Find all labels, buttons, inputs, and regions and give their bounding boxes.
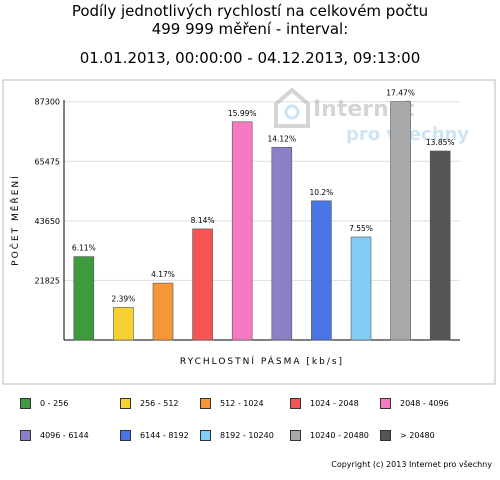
legend-swatch	[380, 398, 391, 409]
legend-label: 1024 - 2048	[310, 399, 359, 408]
legend-swatch	[120, 430, 131, 441]
bar-10	[429, 150, 451, 341]
bar-8	[350, 236, 372, 341]
bar-6	[271, 147, 293, 341]
chart-subtitle: 499 999 měření - interval:	[151, 20, 349, 38]
legend-swatch	[200, 430, 211, 441]
legend-label: > 20480	[400, 431, 435, 440]
legend-swatch	[200, 398, 211, 409]
y-tick-label: 21825	[35, 276, 60, 285]
bar-1	[73, 256, 95, 341]
y-tick-label: 65475	[35, 157, 60, 166]
bar-value-label: 6.11%	[72, 244, 96, 253]
legend-swatch	[20, 398, 31, 409]
legend-label: 0 - 256	[40, 399, 69, 408]
bar-value-label: 14.12%	[267, 134, 296, 143]
bar-value-label: 4.17%	[151, 270, 175, 279]
bar-value-label: 17.47%	[386, 89, 415, 98]
bar-value-label: 13.85%	[426, 138, 455, 147]
legend-label: 512 - 1024	[220, 399, 264, 408]
bar-3	[152, 282, 174, 341]
legend-swatch	[290, 398, 301, 409]
bar-value-label: 7.55%	[349, 224, 373, 233]
bar-value-label: 10.2%	[309, 188, 333, 197]
x-axis-label: RYCHLOSTNÍ PÁSMA [kb/s]	[180, 355, 344, 367]
bar-5	[231, 121, 253, 341]
legend-label: 4096 - 6144	[40, 431, 89, 440]
legend-swatch	[380, 430, 391, 441]
y-axis-label: POČET MĚŘENÍ	[9, 174, 21, 266]
y-tick-label: 43650	[35, 217, 60, 226]
chart: Internet pro všechny 2182543650654758730…	[2, 79, 496, 385]
copyright-footer: Copyright (c) 2013 Internet pro všechny	[331, 460, 492, 469]
y-tick-label: 87300	[35, 98, 60, 107]
bar-2	[113, 307, 134, 341]
bar-value-label: 2.39%	[111, 294, 135, 303]
chart-interval: 01.01.2013, 00:00:00 - 04.12.2013, 09:13…	[79, 49, 421, 67]
legend-swatch	[20, 430, 31, 441]
bar-4	[192, 228, 213, 341]
legend-swatch	[120, 398, 131, 409]
legend-label: 256 - 512	[140, 399, 179, 408]
bar-value-label: 8.14%	[191, 216, 215, 225]
legend-label: 6144 - 8192	[140, 431, 189, 440]
bar-value-label: 15.99%	[228, 109, 257, 118]
house-icon	[274, 87, 310, 128]
legend-swatch	[290, 430, 301, 441]
globe-icon	[284, 104, 300, 120]
legend-label: 2048 - 4096	[400, 399, 449, 408]
legend-label: 8192 - 10240	[220, 431, 274, 440]
chart-title: Podíly jednotlivých rychlostí na celkové…	[71, 2, 429, 20]
legend-label: 10240 - 20480	[310, 431, 369, 440]
bar-7	[311, 200, 332, 341]
bar-9	[390, 101, 411, 341]
